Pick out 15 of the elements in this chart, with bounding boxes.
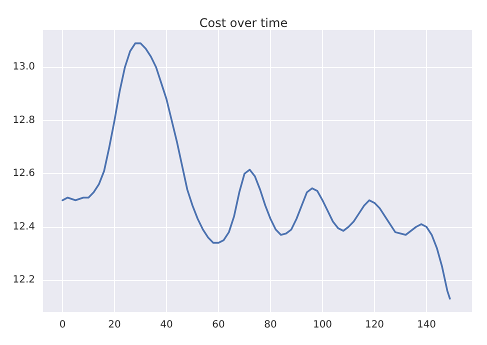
x-tick-label: 40 (160, 320, 173, 330)
y-tick-label: 12.4 (12, 221, 35, 232)
x-tick-label: 60 (212, 320, 225, 330)
x-tick-label: 100 (312, 320, 332, 330)
x-tick-label: 120 (364, 320, 384, 330)
x-tick-label: 20 (108, 320, 121, 330)
y-tick-label: 12.8 (12, 114, 35, 126)
y-tick-label: 12.2 (12, 274, 35, 286)
x-tick-label: 0 (59, 320, 66, 330)
x-tick-label: 80 (264, 320, 277, 330)
y-tick-label: 13.0 (12, 62, 35, 73)
x-tick-label: 140 (416, 320, 436, 330)
chart-title: Cost over time (199, 16, 288, 30)
line-series (62, 42, 451, 300)
y-tick-label: 12.6 (12, 168, 35, 180)
